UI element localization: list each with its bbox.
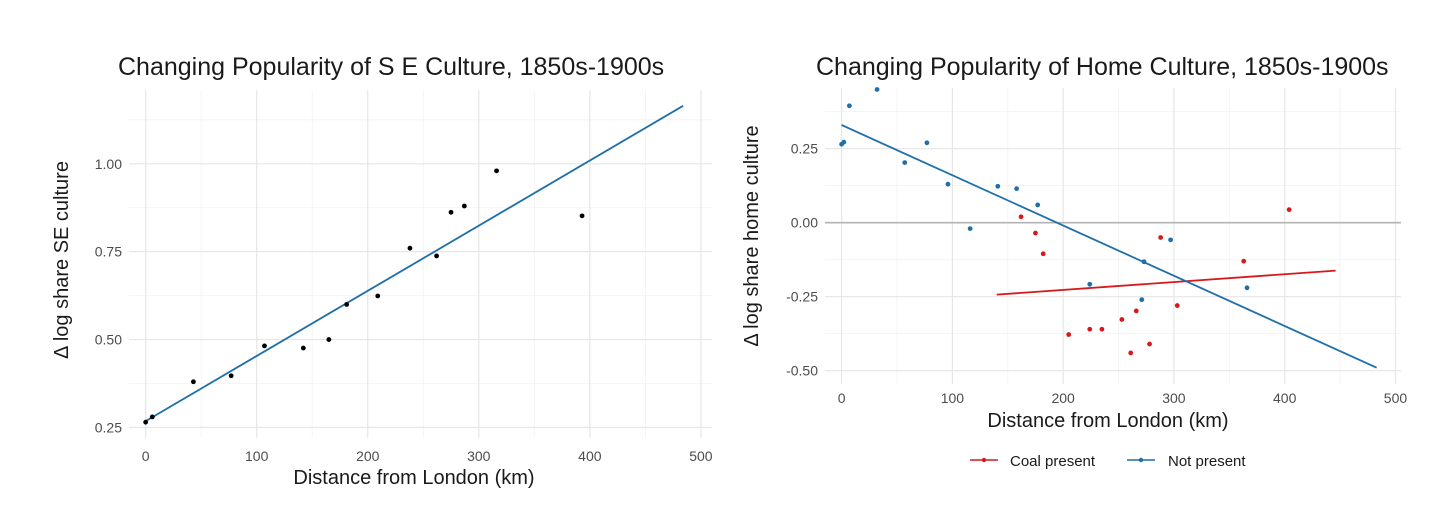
regression-line <box>996 269 1336 296</box>
data-point <box>1087 326 1093 332</box>
data-point <box>841 139 847 145</box>
regression-line <box>145 105 684 422</box>
data-point <box>1174 303 1180 308</box>
data-point <box>924 140 930 146</box>
y-tick-label: 0.75 <box>95 244 122 260</box>
y-tick-label: 0.25 <box>95 419 122 435</box>
data-point <box>1147 341 1152 347</box>
data-point <box>434 253 440 259</box>
data-point <box>1018 214 1024 220</box>
x-tick-label: 200 <box>1051 390 1075 406</box>
data-point <box>461 203 467 209</box>
chart-title: Changing Popularity of S E Culture, 1850… <box>118 53 664 81</box>
y-tick-label: 0.50 <box>95 332 122 348</box>
data-point <box>228 373 234 379</box>
chart-title: Changing Popularity of Home Culture, 185… <box>816 53 1389 81</box>
data-point <box>1119 317 1125 322</box>
data-point <box>1099 326 1105 332</box>
data-point <box>344 302 350 307</box>
data-point <box>1158 235 1164 240</box>
y-axis-label: Δ log share SE culture <box>51 161 73 359</box>
x-tick-label: 0 <box>838 390 846 406</box>
data-point <box>1066 332 1072 337</box>
data-point <box>874 87 880 92</box>
data-point <box>967 226 973 232</box>
y-tick-label: -0.25 <box>786 289 818 305</box>
y-tick-label: 1.00 <box>95 156 122 172</box>
data-point <box>149 414 155 420</box>
data-point <box>1141 259 1147 265</box>
data-point <box>375 293 381 299</box>
y-tick-label: 0.25 <box>791 141 818 157</box>
data-point <box>326 337 332 342</box>
data-point <box>494 168 499 174</box>
x-tick-label: 500 <box>1384 390 1408 406</box>
data-point <box>1139 297 1145 303</box>
data-point <box>300 345 306 351</box>
x-tick-label: 300 <box>1162 390 1186 406</box>
data-point <box>1087 281 1093 287</box>
x-tick-label: 500 <box>689 448 713 464</box>
legend-key-coal-present-point <box>981 457 987 463</box>
legend-key-not-present-point <box>1138 457 1144 463</box>
y-tick-label: -0.50 <box>786 363 818 379</box>
data-point <box>945 181 951 187</box>
data-point <box>1286 207 1292 213</box>
x-tick-label: 0 <box>142 448 150 464</box>
x-tick-label: 300 <box>467 448 491 464</box>
data-point <box>1168 237 1173 243</box>
data-point <box>1244 285 1250 291</box>
y-tick-label: 0.00 <box>791 215 818 231</box>
data-point <box>407 245 413 251</box>
x-tick-label: 100 <box>245 448 269 464</box>
data-point <box>1040 251 1046 257</box>
legend-label-not-present: Not present <box>1168 453 1246 470</box>
data-point <box>579 213 585 219</box>
data-point <box>191 379 196 385</box>
x-tick-label: 100 <box>941 390 965 406</box>
data-point <box>995 183 1001 189</box>
x-axis-label: Distance from London (km) <box>293 467 534 489</box>
x-axis-label: Distance from London (km) <box>987 410 1228 432</box>
x-tick-label: 400 <box>578 448 602 464</box>
legend: Coal present Not present <box>970 453 1246 470</box>
data-point <box>1241 258 1247 264</box>
data-point <box>1035 202 1041 208</box>
data-point <box>846 103 852 109</box>
regression-line <box>841 124 1378 369</box>
data-point <box>143 419 149 425</box>
home-culture-chart: 0 100 200 300 400 500 -0.50 -0.25 0.00 0.25 Chang… <box>741 53 1407 470</box>
data-point <box>902 160 908 165</box>
data-point <box>1014 186 1020 192</box>
data-point <box>1128 350 1134 356</box>
y-axis-label: Δ log share home culture <box>741 125 763 346</box>
data-point <box>1133 308 1139 314</box>
legend-label-coal-present: Coal present <box>1010 453 1096 470</box>
data-point <box>262 343 267 349</box>
data-point <box>448 209 454 215</box>
se-culture-chart: 0 100 200 300 400 500 0.25 0.50 0.75 1.00 Changin… <box>51 53 713 489</box>
data-point <box>1033 230 1038 236</box>
x-tick-label: 200 <box>356 448 380 464</box>
x-tick-label: 400 <box>1273 390 1297 406</box>
